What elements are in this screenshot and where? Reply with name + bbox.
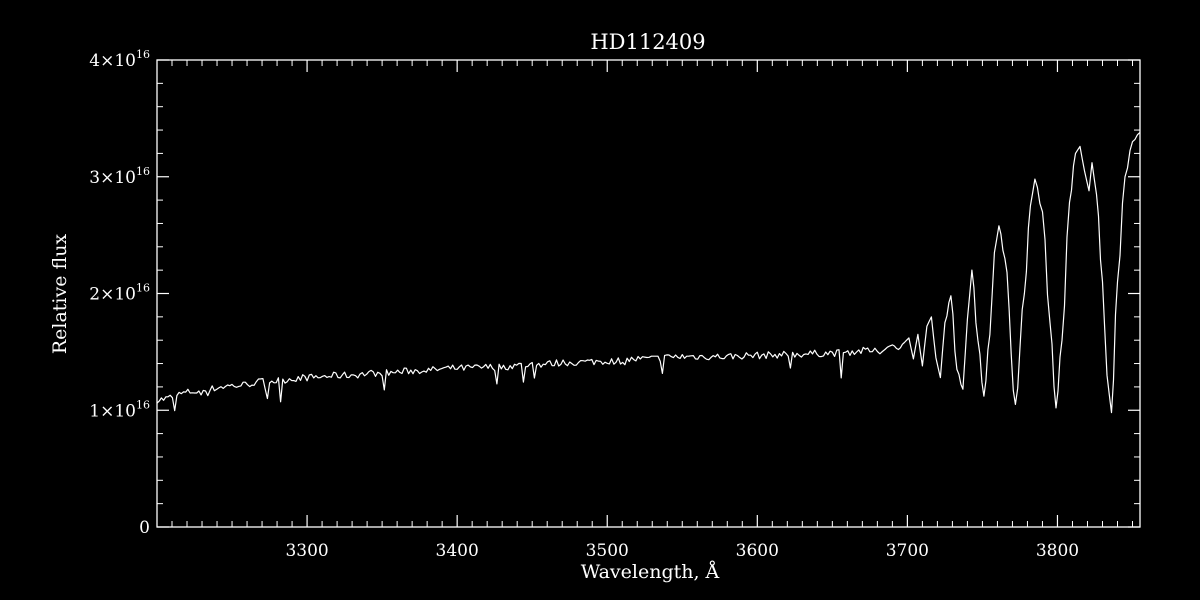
series-line-spectrum (156, 131, 1141, 414)
y-tick-label: 1×1016 (89, 398, 150, 421)
y-tick-label: 4×1016 (89, 48, 150, 71)
y-tick-label: 0 (139, 518, 150, 538)
x-tick-label: 3500 (586, 541, 629, 561)
x-tick-label: 3600 (736, 541, 779, 561)
y-tick-label: 2×1016 (89, 282, 150, 305)
chart-title: HD112409 (590, 30, 705, 54)
x-tick-label: 3400 (436, 541, 479, 561)
y-tick-label: 3×1016 (89, 165, 150, 188)
x-tick-label: 3800 (1036, 541, 1079, 561)
x-tick-label: 3300 (285, 541, 328, 561)
x-axis-title: Wavelength, Å (581, 561, 720, 583)
y-axis-ticks: 0 1×1016 2×1016 3×1016 4×1016 (89, 48, 1140, 538)
y-axis-title: Relative flux (49, 234, 71, 355)
x-axis-ticks: 3300 3400 3500 3600 3700 3800 (285, 60, 1079, 561)
minor-ticks (157, 60, 1140, 527)
x-tick-label: 3700 (886, 541, 929, 561)
